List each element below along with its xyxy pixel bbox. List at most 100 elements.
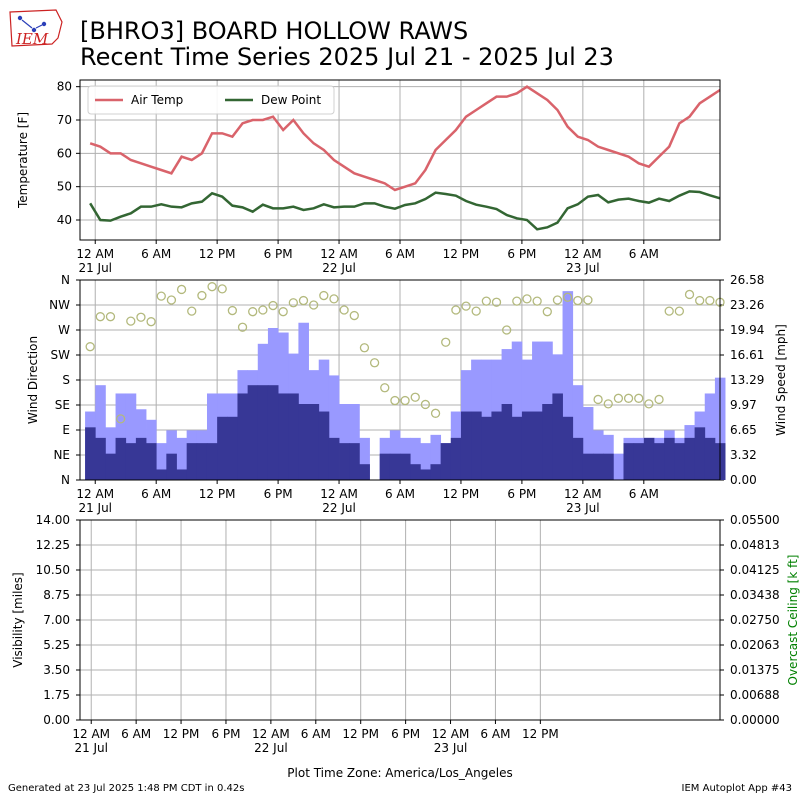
gust-bar bbox=[420, 443, 431, 480]
series-line-dew-point bbox=[89, 190, 721, 231]
gust-bar bbox=[511, 341, 523, 480]
gust-bar bbox=[125, 393, 137, 480]
wind-x-tick-label: 6 PM bbox=[264, 487, 293, 501]
wind-direction-marker bbox=[339, 305, 349, 315]
generated-note: Generated at 23 Jul 2025 1:48 PM CDT in … bbox=[8, 783, 245, 794]
wind-speed-bar bbox=[664, 437, 675, 480]
temp-x-tick-label: 22 Jul bbox=[322, 261, 356, 275]
temp-legend-box bbox=[87, 85, 335, 115]
wind-direction-marker bbox=[176, 284, 187, 295]
temp-x-tick-label: 12 AM bbox=[76, 247, 114, 261]
wind-direction-tick-label: N bbox=[61, 473, 70, 487]
temp-y-tick-label: 80 bbox=[57, 80, 72, 94]
gust-bar bbox=[410, 437, 421, 480]
gust-bar bbox=[572, 385, 584, 480]
wind-direction-marker bbox=[349, 310, 359, 321]
chart-subtitle: Recent Time Series 2025 Jul 21 - 2025 Ju… bbox=[80, 43, 614, 71]
gust-bar bbox=[359, 437, 370, 480]
wind-speed-bar bbox=[288, 393, 299, 480]
iowa-map-icon bbox=[9, 9, 63, 47]
wind-direction-marker bbox=[95, 312, 105, 322]
vis-x-tick-label: 6 AM bbox=[480, 727, 510, 741]
gust-bar bbox=[156, 443, 167, 480]
wind-direction-tick-label: W bbox=[58, 323, 70, 337]
wind-speed-bar bbox=[227, 416, 238, 480]
wind-direction-marker bbox=[105, 312, 116, 322]
wind-direction-marker bbox=[502, 325, 512, 335]
wind-direction-marker bbox=[115, 414, 126, 424]
gust-bar bbox=[95, 385, 106, 480]
visibility-tick-label: 7.00 bbox=[43, 613, 70, 627]
temp-y-tick-label: 50 bbox=[57, 180, 72, 194]
temp-y-tick-label: 60 bbox=[57, 146, 72, 160]
wind-x-tick-label: 12 AM bbox=[320, 487, 358, 501]
wind-speed-bar bbox=[166, 453, 177, 480]
temp-x-tick-label: 6 PM bbox=[264, 247, 293, 261]
gust-bar bbox=[298, 322, 309, 480]
wind-x-tick-label: 12 AM bbox=[564, 487, 602, 501]
wind-x-tick-label: 6 PM bbox=[507, 487, 536, 501]
wind-direction-marker bbox=[573, 295, 583, 306]
wind-direction-tick-label: S bbox=[62, 373, 70, 387]
vis-x-tick-label: 12 AM bbox=[252, 727, 290, 741]
vis-x-tick-label: 12 PM bbox=[342, 727, 379, 741]
wind-speed-bar bbox=[450, 437, 462, 480]
ceiling-tick-label: 0.00000 bbox=[730, 713, 780, 727]
temp-x-tick-label: 6 AM bbox=[385, 247, 415, 261]
temp-x-tick-label: 12 PM bbox=[199, 247, 236, 261]
vis-x-tick-label: 12 PM bbox=[522, 727, 559, 741]
gust-bar bbox=[349, 404, 360, 480]
ceiling-tick-label: 0.05500 bbox=[730, 513, 780, 527]
wind-speed-bar bbox=[643, 437, 655, 480]
visibility-tick-label: 8.75 bbox=[43, 588, 70, 602]
wind-speed-bar bbox=[460, 411, 472, 480]
wind-speed-bar bbox=[186, 443, 198, 480]
wind-speed-bar bbox=[217, 416, 228, 480]
wind-speed-bar bbox=[552, 393, 563, 480]
wind-direction-marker bbox=[451, 305, 461, 315]
gust-bar bbox=[206, 393, 218, 480]
wind-direction-marker bbox=[298, 295, 309, 306]
wind-speed-bar bbox=[85, 427, 96, 480]
wind-y-axis-label: Wind Direction bbox=[26, 336, 40, 424]
wind-direction-marker bbox=[319, 290, 329, 301]
wind-direction-marker bbox=[623, 393, 634, 403]
wind-speed-bar bbox=[146, 443, 157, 480]
gust-bar bbox=[328, 375, 340, 480]
wind-direction-marker bbox=[532, 296, 542, 306]
wind-speed-bar bbox=[562, 416, 574, 480]
gust-bar bbox=[532, 341, 543, 480]
wind-direction-marker bbox=[522, 294, 532, 304]
temp-x-tick-label: 21 Jul bbox=[78, 261, 112, 275]
vis-axes-frame bbox=[79, 519, 721, 721]
wind-speed-bar bbox=[318, 411, 330, 480]
wind-direction-marker bbox=[400, 395, 410, 406]
wind-speed-bar bbox=[410, 464, 421, 480]
wind-x-tick-label: 6 AM bbox=[385, 487, 415, 501]
wind-speed-bar bbox=[582, 453, 594, 480]
ceiling-tick-label: 0.01375 bbox=[730, 663, 780, 677]
wind-direction-marker bbox=[248, 307, 258, 317]
wind-speed-bar bbox=[349, 443, 360, 480]
wind-x-tick-label: 12 PM bbox=[199, 487, 236, 501]
wind-speed-bar bbox=[389, 453, 401, 480]
wind-speed-bar bbox=[593, 453, 604, 480]
wind-speed-bar bbox=[115, 437, 127, 480]
gust-bar bbox=[704, 393, 716, 480]
app-note: IEM Autoplot App #43 bbox=[681, 783, 792, 794]
gust-bar bbox=[339, 404, 350, 480]
temp-x-tick-label: 12 AM bbox=[320, 247, 358, 261]
wind-speed-bar bbox=[603, 453, 614, 480]
wind-direction-tick-label: N bbox=[61, 273, 70, 287]
wind-direction-marker bbox=[207, 282, 217, 292]
wind-speed-bar bbox=[339, 443, 350, 480]
wind-direction-tick-label: E bbox=[62, 423, 70, 437]
wind-direction-marker bbox=[85, 342, 95, 352]
wind-speed-bar bbox=[379, 453, 391, 480]
wind-speed-bar bbox=[440, 443, 452, 480]
wind-speed-tick-label: 3.32 bbox=[730, 448, 757, 462]
temp-x-tick-label: 23 Jul bbox=[566, 261, 600, 275]
wind-speed-bar bbox=[633, 443, 645, 480]
wind-direction-marker bbox=[369, 358, 380, 368]
